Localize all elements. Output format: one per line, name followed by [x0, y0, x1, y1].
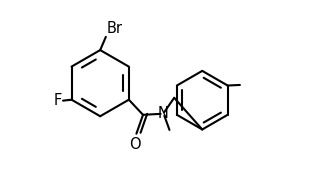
Text: Br: Br [107, 21, 123, 36]
Text: O: O [129, 137, 140, 152]
Text: F: F [54, 93, 62, 108]
Text: N: N [157, 106, 168, 121]
